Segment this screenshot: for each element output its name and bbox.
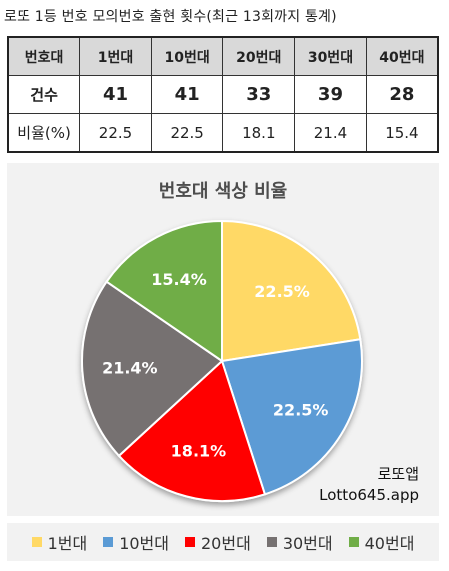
stats-table: 번호대 1번대 10번대 20번대 30번대 40번대 건수 41 41 33 … xyxy=(7,36,439,153)
pie-slice-1 xyxy=(221,219,362,363)
chart-panel: 번호대 색상 비율 22.5% 22.5% 18.1% 21.4% 15.4% 로또앱 … xyxy=(7,163,439,516)
pie-slice-4 xyxy=(81,280,224,458)
page-title: 로또 1등 번호 모의번호 출현 횟수(최근 13회까지 통계) xyxy=(4,9,337,25)
header-cell: 10번대 xyxy=(150,36,224,76)
pie-slice-3 xyxy=(117,359,267,502)
table-cell: 33 xyxy=(222,75,296,114)
legend-swatch xyxy=(348,537,359,547)
legend-item: 1번대 xyxy=(31,530,88,554)
table-cell: 41 xyxy=(79,75,152,114)
table-cell: 41 xyxy=(150,75,224,114)
legend-swatch xyxy=(185,537,195,547)
table-row: 건수 41 41 33 39 28 xyxy=(7,75,439,114)
legend-label: 10번대 xyxy=(119,534,169,553)
chart-legend: 1번대 10번대 20번대 30번대 40번대 xyxy=(7,523,439,561)
table-cell: 39 xyxy=(294,75,367,114)
header-cell: 30번대 xyxy=(294,36,367,76)
table-cell: 15.4 xyxy=(365,113,439,153)
pie-slice-5 xyxy=(105,219,223,363)
table-row: 비율(%) 22.5 22.5 18.1 21.4 15.4 xyxy=(7,113,439,153)
watermark-url: Lotto645.app xyxy=(319,486,419,504)
table-cell: 22.5 xyxy=(150,113,224,153)
legend-label: 1번대 xyxy=(47,534,88,553)
table-cell: 21.4 xyxy=(294,113,367,153)
pie-data-label: 18.1% xyxy=(171,441,227,460)
pie-data-label: 21.4% xyxy=(102,359,158,378)
legend-item: 10번대 xyxy=(103,530,169,554)
legend-label: 40번대 xyxy=(364,534,415,553)
legend-swatch xyxy=(266,537,277,547)
table-cell: 28 xyxy=(365,75,439,114)
chart-title: 번호대 색상 비율 xyxy=(158,181,288,202)
header-cell: 번호대 xyxy=(7,36,81,76)
pie-chart: 22.5% 22.5% 18.1% 21.4% 15.4% xyxy=(81,219,363,502)
legend-label: 20번대 xyxy=(201,534,251,553)
legend-swatch xyxy=(31,537,42,547)
table-cell: 22.5 xyxy=(79,113,152,153)
row-label: 건수 xyxy=(7,75,81,114)
legend-item: 20번대 xyxy=(185,530,251,554)
legend-swatch xyxy=(103,537,114,547)
pie-data-label: 22.5% xyxy=(254,282,310,301)
header-cell: 20번대 xyxy=(222,36,296,76)
pie-slice-2 xyxy=(220,338,363,496)
header-cell: 40번대 xyxy=(365,36,439,76)
table-cell: 18.1 xyxy=(222,113,296,153)
pie-data-label: 15.4% xyxy=(151,270,207,289)
table-header-row: 번호대 1번대 10번대 20번대 30번대 40번대 xyxy=(7,36,439,76)
row-label: 비율(%) xyxy=(7,113,81,153)
legend-item: 40번대 xyxy=(348,530,415,554)
legend-label: 30번대 xyxy=(282,534,333,553)
header-cell: 1번대 xyxy=(79,36,152,76)
legend-item: 30번대 xyxy=(266,530,333,554)
pie-data-label: 22.5% xyxy=(273,400,329,419)
watermark-text: 로또앱 xyxy=(377,465,419,483)
